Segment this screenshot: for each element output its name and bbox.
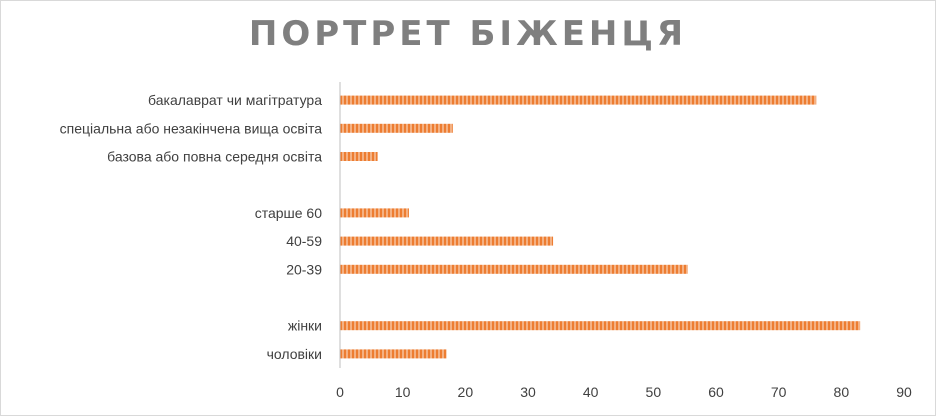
category-label-4: старше 60 xyxy=(255,205,323,221)
chart-title: ПОРТРЕТ БІЖЕНЦЯ xyxy=(248,14,688,54)
x-tick-label-7: 70 xyxy=(771,384,787,400)
x-tick-label-2: 20 xyxy=(458,384,474,400)
bar-0 xyxy=(340,95,817,105)
category-label-1: спеціальна або незакінчена вища освіта xyxy=(60,120,323,136)
x-tick-label-1: 10 xyxy=(395,384,411,400)
x-tick-label-3: 30 xyxy=(520,384,536,400)
x-tick-label-4: 40 xyxy=(583,384,599,400)
x-tick-label-6: 60 xyxy=(708,384,724,400)
bar-2 xyxy=(340,152,378,161)
category-label-0: бакалаврат чи магітратура xyxy=(148,92,322,108)
x-tick-label-9: 90 xyxy=(896,384,912,400)
bar-6 xyxy=(340,264,688,274)
category-label-2: базова або повна середня освіта xyxy=(107,149,322,165)
bar-5 xyxy=(340,236,554,246)
category-label-8: жінки xyxy=(288,318,322,334)
bar-8 xyxy=(340,321,861,331)
category-label-9: чоловіки xyxy=(267,346,322,362)
x-tick-label-0: 0 xyxy=(336,384,344,400)
x-tick-label-8: 80 xyxy=(834,384,850,400)
x-tick-label-5: 50 xyxy=(646,384,662,400)
bar-4 xyxy=(340,208,409,218)
category-label-6: 20-39 xyxy=(286,261,322,277)
category-label-5: 40-59 xyxy=(286,233,322,249)
bar-1 xyxy=(340,123,453,133)
bar-9 xyxy=(340,349,447,359)
